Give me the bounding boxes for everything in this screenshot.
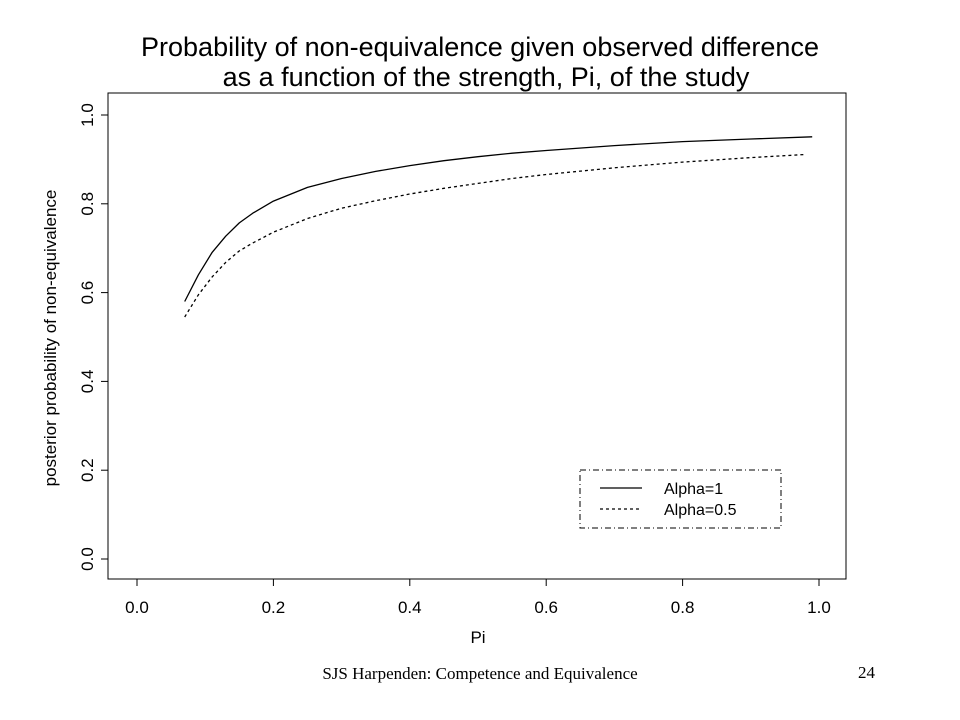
legend-label-alpha-0-5: Alpha=0.5 bbox=[664, 502, 737, 519]
y-tick-label: 0.2 bbox=[78, 458, 97, 482]
x-tick-label: 1.0 bbox=[807, 598, 831, 617]
y-tick-label: 0.6 bbox=[78, 281, 97, 305]
footer-caption: SJS Harpenden: Competence and Equivalenc… bbox=[322, 664, 638, 683]
y-tick-label: 0.0 bbox=[78, 547, 97, 571]
slide-number: 24 bbox=[858, 663, 875, 682]
series-line-alpha-1 bbox=[184, 136, 813, 302]
series-group bbox=[184, 136, 813, 318]
legend-box bbox=[579, 469, 782, 529]
y-axis-label: posterior probability of non-equivalence bbox=[41, 190, 60, 487]
series-line-alpha-0-5 bbox=[184, 153, 806, 318]
y-axis: 0.0 0.2 0.4 0.6 0.8 1.0 bbox=[78, 103, 109, 571]
chart-title-line-1: Probability of non-equivalence given obs… bbox=[141, 32, 819, 62]
legend: Alpha=1 Alpha=0.5 bbox=[579, 469, 782, 529]
x-axis-label: Pi bbox=[470, 628, 485, 647]
x-tick-label: 0.8 bbox=[671, 598, 695, 617]
x-tick-label: 0.0 bbox=[125, 598, 149, 617]
x-tick-label: 0.2 bbox=[262, 598, 286, 617]
legend-label-alpha-1: Alpha=1 bbox=[664, 481, 723, 498]
y-tick-label: 1.0 bbox=[78, 103, 97, 127]
chart-title-line-2: as a function of the strength, Pi, of th… bbox=[223, 62, 750, 92]
y-tick-label: 0.8 bbox=[78, 192, 97, 216]
x-axis: 0.0 0.2 0.4 0.6 0.8 1.0 bbox=[125, 578, 831, 617]
x-tick-label: 0.4 bbox=[398, 598, 422, 617]
x-tick-label: 0.6 bbox=[534, 598, 558, 617]
y-tick-label: 0.4 bbox=[78, 370, 97, 394]
